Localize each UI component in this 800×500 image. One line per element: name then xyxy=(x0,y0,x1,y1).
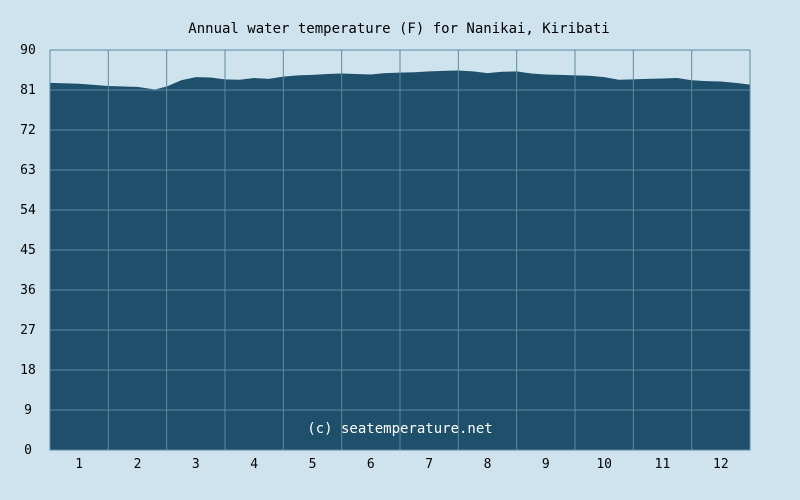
x-tick-label: 11 xyxy=(655,457,671,472)
x-tick-label: 5 xyxy=(309,457,317,472)
x-tick-label: 7 xyxy=(425,457,433,472)
y-tick-label: 0 xyxy=(24,443,32,458)
y-tick-label: 54 xyxy=(20,203,36,218)
y-axis: 0 9 18 27 36 45 54 63 72 81 90 xyxy=(20,43,36,458)
y-tick-label: 9 xyxy=(24,403,32,418)
y-tick-label: 27 xyxy=(20,323,36,338)
x-axis: 1 2 3 4 5 6 7 8 9 10 11 12 xyxy=(75,457,728,472)
credit-text: (c) seatemperature.net xyxy=(307,421,492,437)
x-tick-label: 1 xyxy=(75,457,83,472)
x-tick-label: 9 xyxy=(542,457,550,472)
x-tick-label: 2 xyxy=(134,457,142,472)
x-tick-label: 3 xyxy=(192,457,200,472)
y-tick-label: 90 xyxy=(20,43,36,58)
x-tick-label: 8 xyxy=(484,457,492,472)
y-tick-label: 63 xyxy=(20,163,36,178)
x-tick-label: 12 xyxy=(713,457,729,472)
plot-frame xyxy=(49,49,751,451)
y-tick-label: 72 xyxy=(20,123,36,138)
y-tick-label: 36 xyxy=(20,283,36,298)
y-tick-label: 45 xyxy=(20,243,36,258)
x-tick-label: 6 xyxy=(367,457,375,472)
x-tick-label: 4 xyxy=(250,457,258,472)
y-tick-label: 81 xyxy=(20,83,36,98)
x-tick-label: 10 xyxy=(596,457,612,472)
chart-title: Annual water temperature (F) for Nanikai… xyxy=(188,21,609,37)
y-tick-label: 18 xyxy=(20,363,36,378)
